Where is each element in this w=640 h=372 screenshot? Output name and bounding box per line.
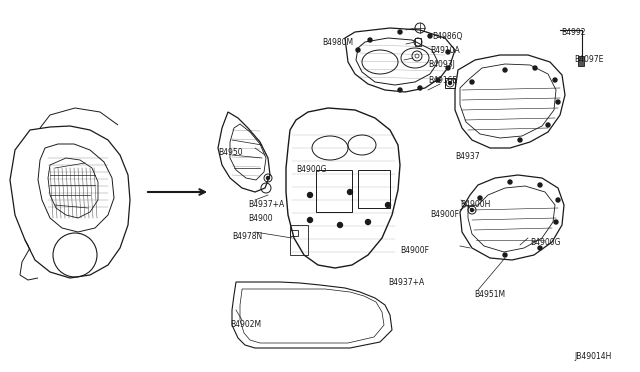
Text: B4900F: B4900F	[430, 210, 459, 219]
Circle shape	[518, 138, 522, 142]
Bar	[358, 170, 390, 208]
Circle shape	[398, 88, 402, 92]
Text: B4937+A: B4937+A	[388, 278, 424, 287]
Text: B4093J: B4093J	[428, 60, 455, 69]
Text: B4900G: B4900G	[530, 238, 561, 247]
Circle shape	[508, 180, 512, 184]
Text: B4986Q: B4986Q	[432, 32, 462, 41]
Circle shape	[553, 78, 557, 82]
Circle shape	[307, 218, 312, 222]
Bar	[578, 56, 584, 66]
Text: B4992: B4992	[561, 28, 586, 37]
Text: B4951M: B4951M	[474, 290, 505, 299]
Circle shape	[307, 192, 312, 198]
Text: B4900G: B4900G	[296, 165, 326, 174]
Circle shape	[385, 202, 390, 208]
Text: B4097E: B4097E	[574, 55, 604, 64]
Bar	[290, 230, 298, 236]
Circle shape	[356, 48, 360, 52]
Circle shape	[398, 30, 402, 34]
Text: B4902M: B4902M	[230, 320, 261, 329]
Circle shape	[554, 220, 558, 224]
Bar	[316, 170, 352, 212]
Circle shape	[503, 253, 507, 257]
Text: B4937+A: B4937+A	[248, 200, 284, 209]
Circle shape	[546, 123, 550, 127]
Circle shape	[449, 81, 451, 84]
Text: B4900H: B4900H	[460, 200, 490, 209]
Bar	[445, 78, 455, 88]
Circle shape	[368, 38, 372, 42]
Bar	[290, 225, 308, 255]
Text: B4910A: B4910A	[430, 46, 460, 55]
Text: JB49014H: JB49014H	[574, 352, 611, 361]
Circle shape	[470, 208, 474, 212]
Circle shape	[436, 78, 440, 82]
Circle shape	[478, 196, 482, 200]
Text: B4900F: B4900F	[400, 246, 429, 255]
Circle shape	[538, 183, 542, 187]
Circle shape	[348, 189, 353, 195]
Circle shape	[418, 86, 422, 90]
Circle shape	[446, 50, 450, 54]
Circle shape	[365, 219, 371, 224]
Circle shape	[266, 176, 269, 180]
Bar	[415, 38, 421, 46]
Text: B4937: B4937	[455, 152, 479, 161]
Circle shape	[428, 34, 432, 38]
Circle shape	[556, 198, 560, 202]
Circle shape	[446, 66, 450, 70]
Text: B4950: B4950	[218, 148, 243, 157]
Text: B4978N: B4978N	[232, 232, 262, 241]
Circle shape	[556, 100, 560, 104]
Text: B4980M: B4980M	[322, 38, 353, 47]
Circle shape	[538, 246, 542, 250]
Text: B4900: B4900	[248, 214, 273, 223]
Text: B4916E: B4916E	[428, 76, 457, 85]
Circle shape	[533, 66, 537, 70]
Circle shape	[503, 68, 507, 72]
Circle shape	[470, 80, 474, 84]
Circle shape	[337, 222, 342, 228]
